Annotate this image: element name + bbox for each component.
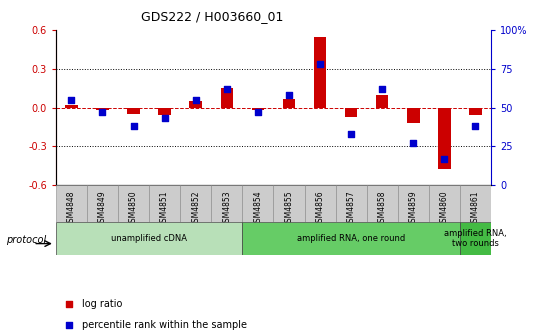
- Bar: [469, 108, 482, 115]
- Bar: [127, 108, 140, 114]
- Text: unamplified cDNA: unamplified cDNA: [111, 234, 187, 243]
- Text: GSM4858: GSM4858: [378, 190, 387, 227]
- Bar: [56, 222, 242, 255]
- Bar: [367, 185, 398, 222]
- Point: [378, 86, 387, 92]
- Bar: [242, 185, 273, 222]
- Bar: [460, 222, 491, 255]
- Text: GSM4852: GSM4852: [191, 190, 200, 227]
- Point: [98, 110, 107, 115]
- Text: GSM4860: GSM4860: [440, 190, 449, 227]
- Bar: [56, 185, 87, 222]
- Bar: [65, 105, 78, 108]
- Bar: [407, 108, 420, 123]
- Bar: [305, 185, 335, 222]
- Bar: [158, 108, 171, 115]
- Bar: [460, 185, 491, 222]
- Bar: [220, 88, 233, 108]
- Bar: [180, 185, 211, 222]
- Text: amplified RNA,
two rounds: amplified RNA, two rounds: [444, 229, 507, 248]
- Text: GSM4849: GSM4849: [98, 190, 107, 227]
- Text: GSM4848: GSM4848: [67, 190, 76, 227]
- Bar: [211, 185, 242, 222]
- Point: [160, 116, 169, 121]
- Text: GDS222 / H003660_01: GDS222 / H003660_01: [141, 10, 283, 23]
- Bar: [314, 37, 326, 108]
- Text: log ratio: log ratio: [82, 299, 122, 309]
- Point: [316, 61, 325, 67]
- Bar: [376, 95, 388, 108]
- Bar: [429, 185, 460, 222]
- Bar: [345, 108, 357, 117]
- Bar: [252, 108, 264, 110]
- Text: GSM4853: GSM4853: [222, 190, 231, 227]
- Text: amplified RNA, one round: amplified RNA, one round: [297, 234, 405, 243]
- Bar: [273, 185, 305, 222]
- Point: [440, 156, 449, 161]
- Point: [409, 140, 418, 146]
- Bar: [242, 222, 460, 255]
- Text: percentile rank within the sample: percentile rank within the sample: [82, 320, 247, 330]
- Bar: [190, 101, 202, 108]
- Text: GSM4854: GSM4854: [253, 190, 262, 227]
- Point: [347, 131, 355, 136]
- Bar: [398, 185, 429, 222]
- Point: [64, 322, 73, 327]
- Text: GSM4850: GSM4850: [129, 190, 138, 227]
- Point: [67, 97, 76, 102]
- Bar: [87, 185, 118, 222]
- Text: GSM4851: GSM4851: [160, 190, 169, 227]
- Bar: [118, 185, 149, 222]
- Point: [64, 302, 73, 307]
- Bar: [149, 185, 180, 222]
- Point: [471, 123, 480, 129]
- Text: GSM4856: GSM4856: [316, 190, 325, 227]
- Point: [222, 86, 231, 92]
- Bar: [283, 98, 295, 108]
- Bar: [438, 108, 451, 169]
- Text: GSM4859: GSM4859: [409, 190, 418, 227]
- Bar: [96, 108, 109, 110]
- Point: [129, 123, 138, 129]
- Point: [285, 92, 294, 98]
- Point: [253, 110, 262, 115]
- Text: GSM4855: GSM4855: [285, 190, 294, 227]
- Text: GSM4861: GSM4861: [471, 190, 480, 227]
- Text: GSM4857: GSM4857: [347, 190, 355, 227]
- Point: [191, 97, 200, 102]
- Text: protocol: protocol: [6, 235, 46, 245]
- Bar: [335, 185, 367, 222]
